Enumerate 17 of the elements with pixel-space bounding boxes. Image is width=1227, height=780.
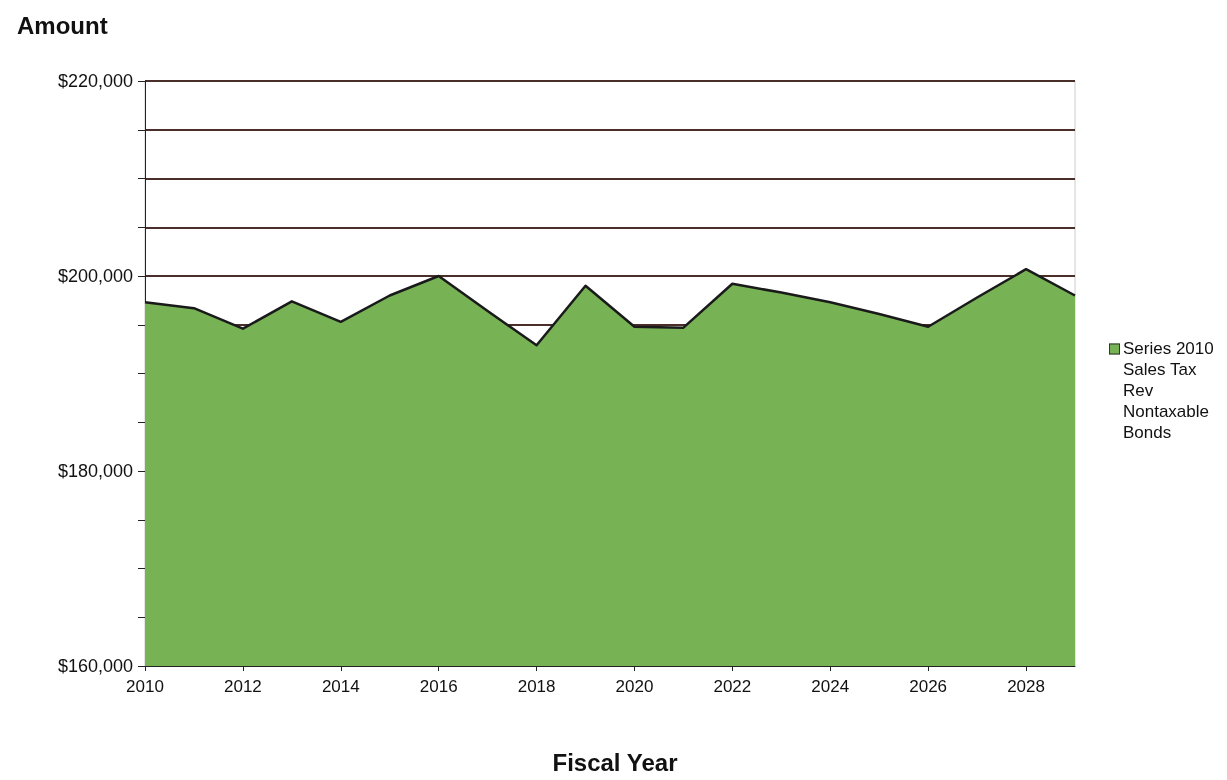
- x-tick-label: 2028: [1007, 677, 1045, 696]
- x-tick-label: 2014: [321, 677, 360, 696]
- y-tick-label: $220,000: [57, 71, 133, 91]
- x-tick-label: 2018: [517, 677, 556, 696]
- y-tick-label: $160,000: [57, 656, 133, 676]
- x-axis-title: Fiscal Year: [552, 748, 678, 776]
- x-tick-label: 2026: [909, 677, 948, 696]
- x-tick-label: 2016: [419, 677, 458, 696]
- text: Series 2010 Sales Tax Rev Nontaxable Bonds: [1123, 337, 1215, 443]
- x-tick-label: 2020: [615, 677, 654, 696]
- x-tick-label: 2024: [811, 677, 850, 696]
- y-tick-label: $180,000: [57, 461, 133, 481]
- x-tick-label: 2010: [126, 677, 164, 696]
- x-tick-label: 2012: [223, 677, 262, 696]
- y-tick-label: $200,000: [57, 266, 133, 286]
- y-axis-title: Amount: [17, 11, 108, 39]
- x-tick-label: 2022: [713, 677, 752, 696]
